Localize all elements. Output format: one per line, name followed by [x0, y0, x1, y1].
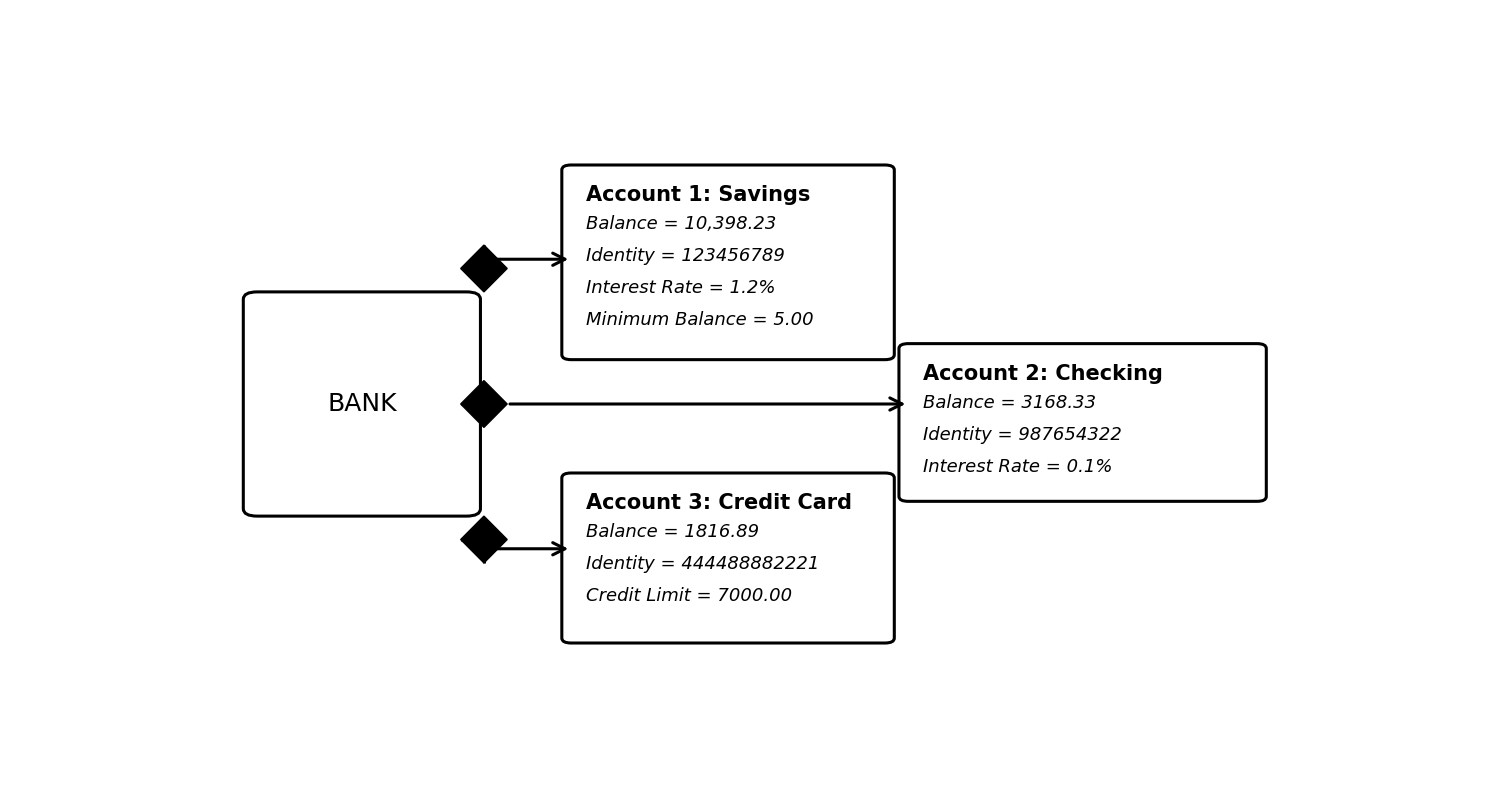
FancyBboxPatch shape — [898, 344, 1266, 502]
Text: Balance = 3168.33: Balance = 3168.33 — [924, 394, 1096, 411]
Polygon shape — [460, 245, 507, 292]
FancyBboxPatch shape — [562, 473, 894, 643]
Text: Balance = 1816.89: Balance = 1816.89 — [586, 523, 759, 541]
Text: Identity = 987654322: Identity = 987654322 — [924, 426, 1122, 443]
FancyBboxPatch shape — [562, 165, 894, 360]
FancyBboxPatch shape — [243, 292, 480, 516]
Polygon shape — [460, 381, 507, 427]
Text: Identity = 444488882221: Identity = 444488882221 — [586, 555, 819, 573]
Text: Interest Rate = 0.1%: Interest Rate = 0.1% — [924, 458, 1113, 475]
Text: BANK: BANK — [327, 392, 396, 416]
Text: Interest Rate = 1.2%: Interest Rate = 1.2% — [586, 279, 776, 297]
Text: Minimum Balance = 5.00: Minimum Balance = 5.00 — [586, 311, 814, 329]
Text: Account 1: Savings: Account 1: Savings — [586, 186, 810, 206]
Text: Balance = 10,398.23: Balance = 10,398.23 — [586, 215, 777, 233]
Text: Account 3: Credit Card: Account 3: Credit Card — [586, 494, 852, 514]
Polygon shape — [460, 516, 507, 563]
Text: Identity = 123456789: Identity = 123456789 — [586, 247, 784, 265]
Text: Account 2: Checking: Account 2: Checking — [924, 364, 1162, 384]
Text: Credit Limit = 7000.00: Credit Limit = 7000.00 — [586, 587, 792, 605]
